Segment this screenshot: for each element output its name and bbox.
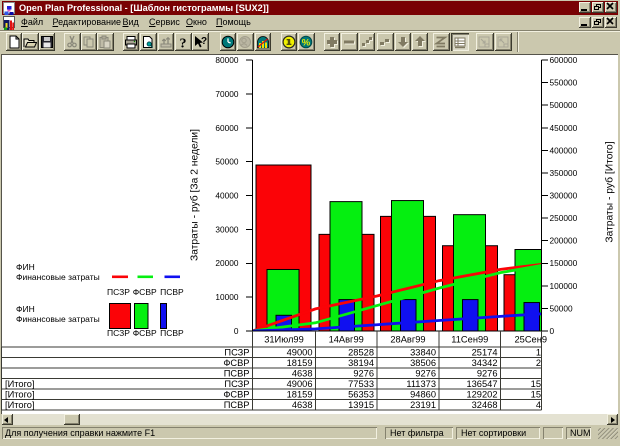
svg-text:33840: 33840 — [410, 347, 436, 357]
svg-text:?: ? — [180, 37, 187, 50]
svg-text:ФСВР: ФСВР — [223, 389, 249, 399]
svg-text:11Сен99: 11Сен99 — [451, 335, 488, 345]
svg-text:[Итого]: [Итого] — [5, 389, 35, 399]
svg-text:Финансовые затраты: Финансовые затраты — [16, 272, 100, 282]
svg-text:150000: 150000 — [550, 258, 578, 268]
svg-text:Затраты - руб [За 2 недели]: Затраты - руб [За 2 недели] — [189, 129, 201, 261]
svg-text:9276: 9276 — [353, 368, 374, 378]
svg-text:ПСЗР: ПСЗР — [224, 379, 249, 389]
svg-text:[Итого]: [Итого] — [5, 379, 35, 389]
svg-text:32468: 32468 — [472, 400, 498, 410]
svg-text:49000: 49000 — [287, 347, 313, 357]
svg-text:450000: 450000 — [550, 123, 578, 133]
svg-text:9276: 9276 — [415, 368, 436, 378]
svg-text:ПСВР: ПСВР — [160, 287, 184, 297]
svg-text:14Авг99: 14Авг99 — [329, 335, 364, 345]
svg-text:ПСВР: ПСВР — [160, 328, 184, 338]
svg-text:20000: 20000 — [215, 258, 238, 268]
svg-text:200000: 200000 — [550, 236, 578, 246]
svg-text:0: 0 — [234, 326, 239, 336]
svg-text:Затраты - руб [Итого]: Затраты - руб [Итого] — [604, 141, 616, 242]
svg-text:111373: 111373 — [406, 379, 436, 389]
svg-text:ПСЗР: ПСЗР — [107, 287, 130, 297]
svg-text:ФСВР: ФСВР — [223, 358, 249, 368]
svg-text:ПСВР: ПСВР — [224, 400, 250, 410]
svg-text:28Авг99: 28Авг99 — [390, 335, 425, 345]
svg-text:300000: 300000 — [550, 191, 578, 201]
svg-text:25174: 25174 — [472, 347, 498, 357]
svg-text:1: 1 — [536, 347, 541, 357]
svg-text:4638: 4638 — [292, 400, 313, 410]
svg-text:ПСВР: ПСВР — [224, 368, 250, 378]
svg-text:ФИН: ФИН — [16, 304, 35, 314]
svg-text:28528: 28528 — [348, 347, 374, 357]
svg-text:4638: 4638 — [292, 368, 313, 378]
svg-text:80000: 80000 — [215, 55, 238, 65]
svg-text:18159: 18159 — [287, 358, 313, 368]
svg-text:38194: 38194 — [348, 358, 374, 368]
svg-text:34342: 34342 — [472, 358, 498, 368]
svg-text:15: 15 — [531, 379, 541, 389]
svg-text:136547: 136547 — [466, 379, 497, 389]
svg-text:400000: 400000 — [550, 145, 578, 155]
svg-text:?: ? — [201, 36, 207, 47]
svg-text:ФСВР: ФСВР — [133, 287, 157, 297]
svg-text:4: 4 — [536, 400, 541, 410]
svg-text:[Итого]: [Итого] — [5, 400, 35, 410]
svg-text:0: 0 — [550, 326, 555, 336]
svg-text:25Сен9: 25Сен9 — [515, 335, 548, 345]
svg-text:60000: 60000 — [215, 123, 238, 133]
svg-text:550000: 550000 — [550, 78, 578, 88]
svg-text:49006: 49006 — [287, 379, 313, 389]
svg-text:13915: 13915 — [348, 400, 374, 410]
svg-text:23191: 23191 — [410, 400, 436, 410]
svg-text:30000: 30000 — [215, 224, 238, 234]
svg-text:350000: 350000 — [550, 168, 578, 178]
svg-text:ПСЗР: ПСЗР — [107, 328, 130, 338]
svg-text:31Июл99: 31Июл99 — [264, 335, 304, 345]
svg-text:ПСЗР: ПСЗР — [224, 347, 249, 357]
svg-text:%: % — [302, 38, 311, 49]
svg-text:15: 15 — [531, 389, 541, 399]
svg-text:ФИН: ФИН — [16, 262, 35, 272]
svg-text:Финансовые затраты: Финансовые затраты — [16, 314, 100, 324]
svg-text:100000: 100000 — [550, 281, 578, 291]
svg-text:500000: 500000 — [550, 100, 578, 110]
svg-text:70000: 70000 — [215, 89, 238, 99]
svg-text:40000: 40000 — [215, 191, 238, 201]
svg-text:9276: 9276 — [477, 368, 498, 378]
svg-text:50000: 50000 — [215, 157, 238, 167]
svg-text:38506: 38506 — [410, 358, 436, 368]
svg-text:ФСВР: ФСВР — [133, 328, 157, 338]
svg-text:56353: 56353 — [348, 389, 374, 399]
svg-text:2: 2 — [536, 358, 541, 368]
svg-text:600000: 600000 — [550, 55, 578, 65]
svg-text:50000: 50000 — [550, 303, 573, 313]
svg-text:129202: 129202 — [466, 389, 497, 399]
svg-text:94860: 94860 — [410, 389, 436, 399]
svg-text:77533: 77533 — [348, 379, 374, 389]
svg-text:250000: 250000 — [550, 213, 578, 223]
svg-text:18159: 18159 — [287, 389, 313, 399]
svg-text:10000: 10000 — [215, 292, 238, 302]
